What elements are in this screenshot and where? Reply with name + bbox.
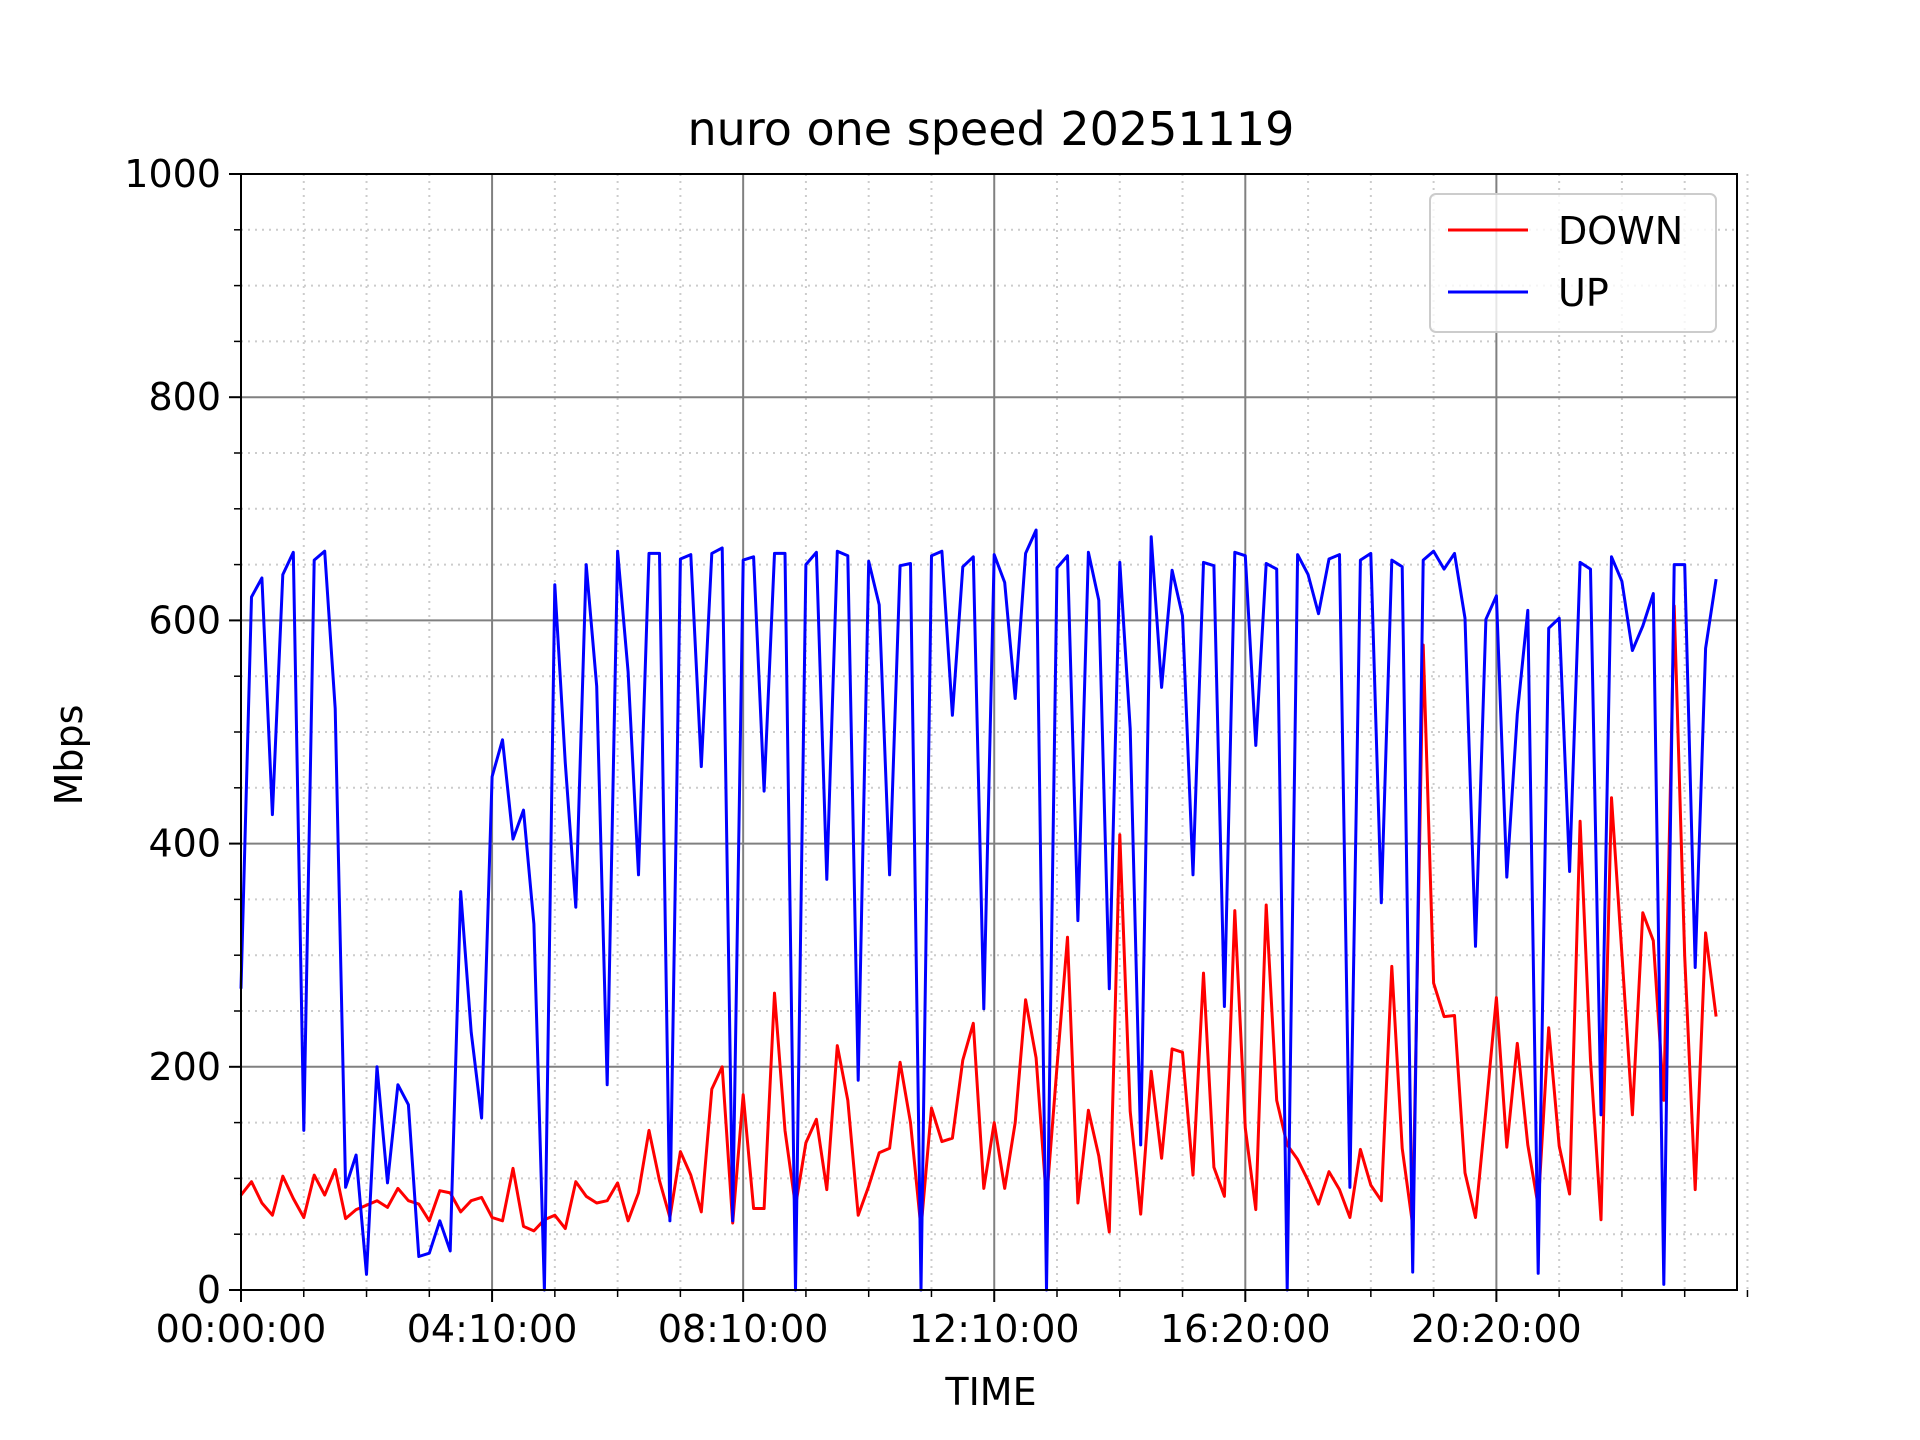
x-tick-label: 20:20:00 <box>1411 1307 1582 1351</box>
series-line-up <box>239 528 1718 1292</box>
y-axis-label: Mbps <box>47 705 91 806</box>
x-tick-label: 08:10:00 <box>658 1307 829 1351</box>
legend: DOWN UP <box>1429 193 1717 333</box>
chart-title: nuro one speed 20251119 <box>688 102 1295 156</box>
x-tick-label: 04:10:00 <box>407 1307 578 1351</box>
series-layer <box>239 528 1718 1292</box>
axis-ticks: 0 200 400 600 800 1000 00:00:00 04:10:00 08:10:0… <box>124 152 1749 1351</box>
series-line-down <box>239 604 1718 1234</box>
legend-label-up: UP <box>1558 271 1609 315</box>
legend-label-down: DOWN <box>1558 209 1683 253</box>
y-tick-label: 1000 <box>124 152 221 196</box>
minor-grid <box>241 174 1749 1290</box>
x-tick-label: 12:10:00 <box>909 1307 1080 1351</box>
y-tick-label: 800 <box>148 375 221 419</box>
x-tick-label: 16:20:00 <box>1160 1307 1331 1351</box>
y-tick-label: 400 <box>148 822 221 866</box>
y-tick-label: 0 <box>197 1268 221 1312</box>
x-axis-label: TIME <box>944 1370 1036 1414</box>
y-tick-label: 600 <box>148 598 221 642</box>
y-tick-label: 200 <box>148 1045 221 1089</box>
x-tick-label: 00:00:00 <box>156 1307 327 1351</box>
